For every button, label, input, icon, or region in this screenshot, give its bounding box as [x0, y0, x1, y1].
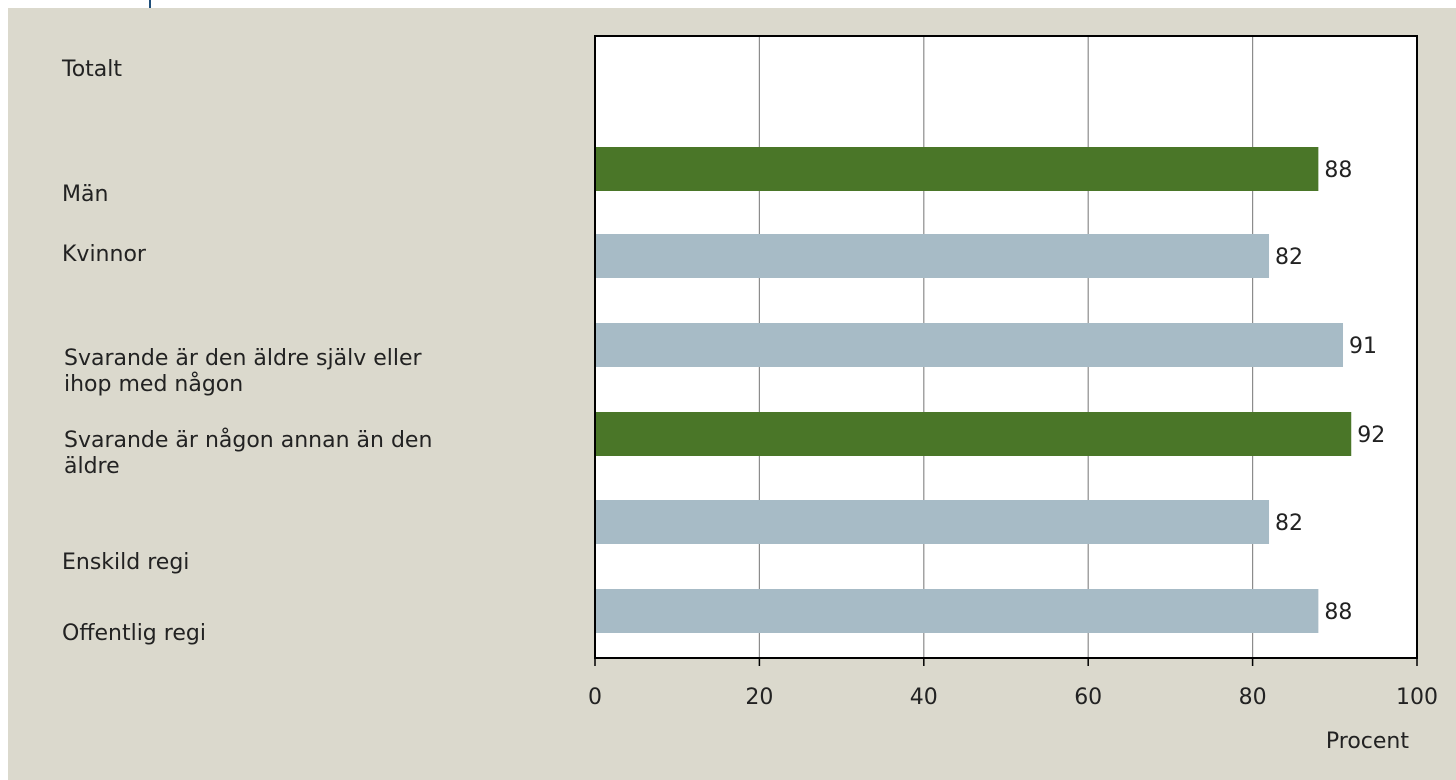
- data-label: 82: [1275, 245, 1303, 270]
- category-label-offentlig: Offentlig regi: [62, 621, 206, 646]
- x-axis-title: Procent: [1326, 729, 1409, 754]
- category-label-line: Svarande är någon annan än den: [64, 428, 433, 453]
- top-strip: [0, 0, 1456, 8]
- category-label-line: äldre: [64, 454, 120, 479]
- category-label-kvinnor: Kvinnor: [62, 242, 146, 267]
- bar: [595, 147, 1319, 191]
- x-tick-label: 0: [588, 685, 602, 710]
- plot-border: [594, 35, 1418, 659]
- x-tick-label: 100: [1396, 685, 1438, 710]
- data-label: 91: [1349, 334, 1377, 359]
- bar: [595, 500, 1270, 544]
- bar: [595, 589, 1319, 633]
- bar: [595, 412, 1352, 456]
- bar: [595, 234, 1270, 278]
- x-tick-label: 20: [745, 685, 773, 710]
- category-label-svarande-sjalv: Svarande är den äldre själv eller ihop m…: [64, 346, 544, 398]
- category-label-totalt: Totalt: [62, 57, 123, 82]
- x-tick-label: 80: [1239, 685, 1267, 710]
- category-label-man: Män: [62, 182, 109, 207]
- data-label: 88: [1324, 158, 1352, 183]
- category-label-line: Svarande är den äldre själv eller: [64, 346, 422, 371]
- bar: [595, 323, 1344, 367]
- category-label-enskild: Enskild regi: [62, 550, 190, 575]
- x-tick-label: 40: [910, 685, 938, 710]
- x-tick-label: 60: [1074, 685, 1102, 710]
- category-label-line: ihop med någon: [64, 372, 244, 397]
- category-label-svarande-annan: Svarande är någon annan än den äldre: [64, 428, 544, 480]
- data-label: 88: [1324, 600, 1352, 625]
- data-label: 82: [1275, 511, 1303, 536]
- title-accent: [149, 0, 151, 8]
- data-label: 92: [1357, 423, 1385, 448]
